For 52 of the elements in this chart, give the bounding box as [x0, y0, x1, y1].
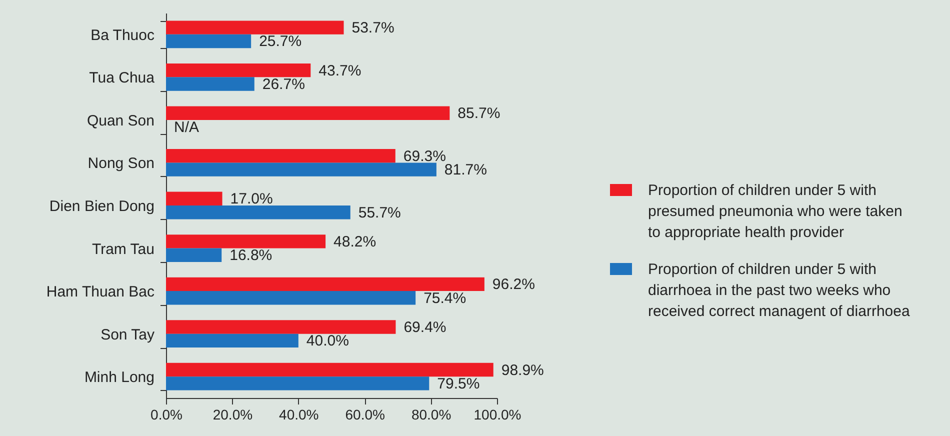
bar: [166, 376, 430, 390]
bar: [166, 234, 326, 248]
x-tick-label: 100.0%: [474, 406, 522, 422]
data-label: 48.2%: [334, 233, 376, 250]
text: N/A: [174, 118, 200, 136]
y-tick-label: Tram Tau: [92, 240, 154, 258]
bar: [166, 34, 252, 48]
data-label: 17.0%: [230, 190, 273, 208]
y-tick-label: Minh Long: [84, 369, 154, 386]
bar: [166, 77, 254, 91]
bar: [166, 206, 350, 220]
x-tick-label: 80.0%: [411, 406, 452, 422]
x-tick-label: 0.0%: [150, 406, 182, 422]
bar: [166, 362, 494, 377]
data-label: 25.7%: [259, 33, 302, 50]
y-tick-label: Ham Thuan Bac: [46, 284, 155, 301]
data-label: 69.3%: [403, 148, 446, 165]
y-tick-label: Ba Thuoc: [90, 26, 155, 44]
data-label: 53.7%: [352, 20, 394, 37]
legend-label: Proportion of children under 5 with presumed pneumonia who were taken to appropriate health provider: [648, 181, 904, 243]
data-label: 26.7%: [262, 76, 305, 94]
data-label: 98.9%: [501, 362, 544, 379]
legend-label: Proportion of children under 5 with diarrhoea in the past two weeks who received correct managent of diarrhoea: [648, 260, 910, 322]
bar: [166, 192, 222, 206]
data-label: 79.5%: [437, 375, 480, 392]
bar: [166, 20, 344, 34]
bar: [166, 106, 450, 120]
y-tick-label: Dien Bien Dong: [49, 198, 154, 215]
bar: [166, 277, 484, 292]
data-label: 43.7%: [318, 62, 362, 80]
bar: [166, 162, 436, 176]
data-label: 16.8%: [230, 247, 272, 264]
bar: [166, 320, 396, 334]
bar: [166, 291, 416, 305]
data-label: 85.7%: [458, 105, 500, 122]
data-label: 69.4%: [404, 318, 446, 336]
data-label: 75.4%: [424, 290, 466, 307]
x-tick-label: 40.0%: [279, 406, 319, 422]
data-label: 40.0%: [306, 332, 349, 350]
data-label: 81.7%: [444, 162, 487, 179]
y-tick-label: Tua Chua: [89, 70, 156, 87]
y-tick-label: Nong Son: [88, 155, 154, 172]
x-tick-label: 20.0%: [212, 406, 253, 422]
bar: [166, 334, 298, 348]
bar: [166, 248, 222, 262]
y-tick-label: Son Tay: [100, 326, 155, 344]
bar: [166, 149, 396, 163]
data-label: 96.2%: [492, 276, 535, 294]
x-tick-label: 60.0%: [345, 406, 385, 422]
data-label: 55.7%: [358, 204, 401, 222]
bar: [166, 63, 311, 78]
y-tick-label: Quan Son: [86, 112, 154, 130]
